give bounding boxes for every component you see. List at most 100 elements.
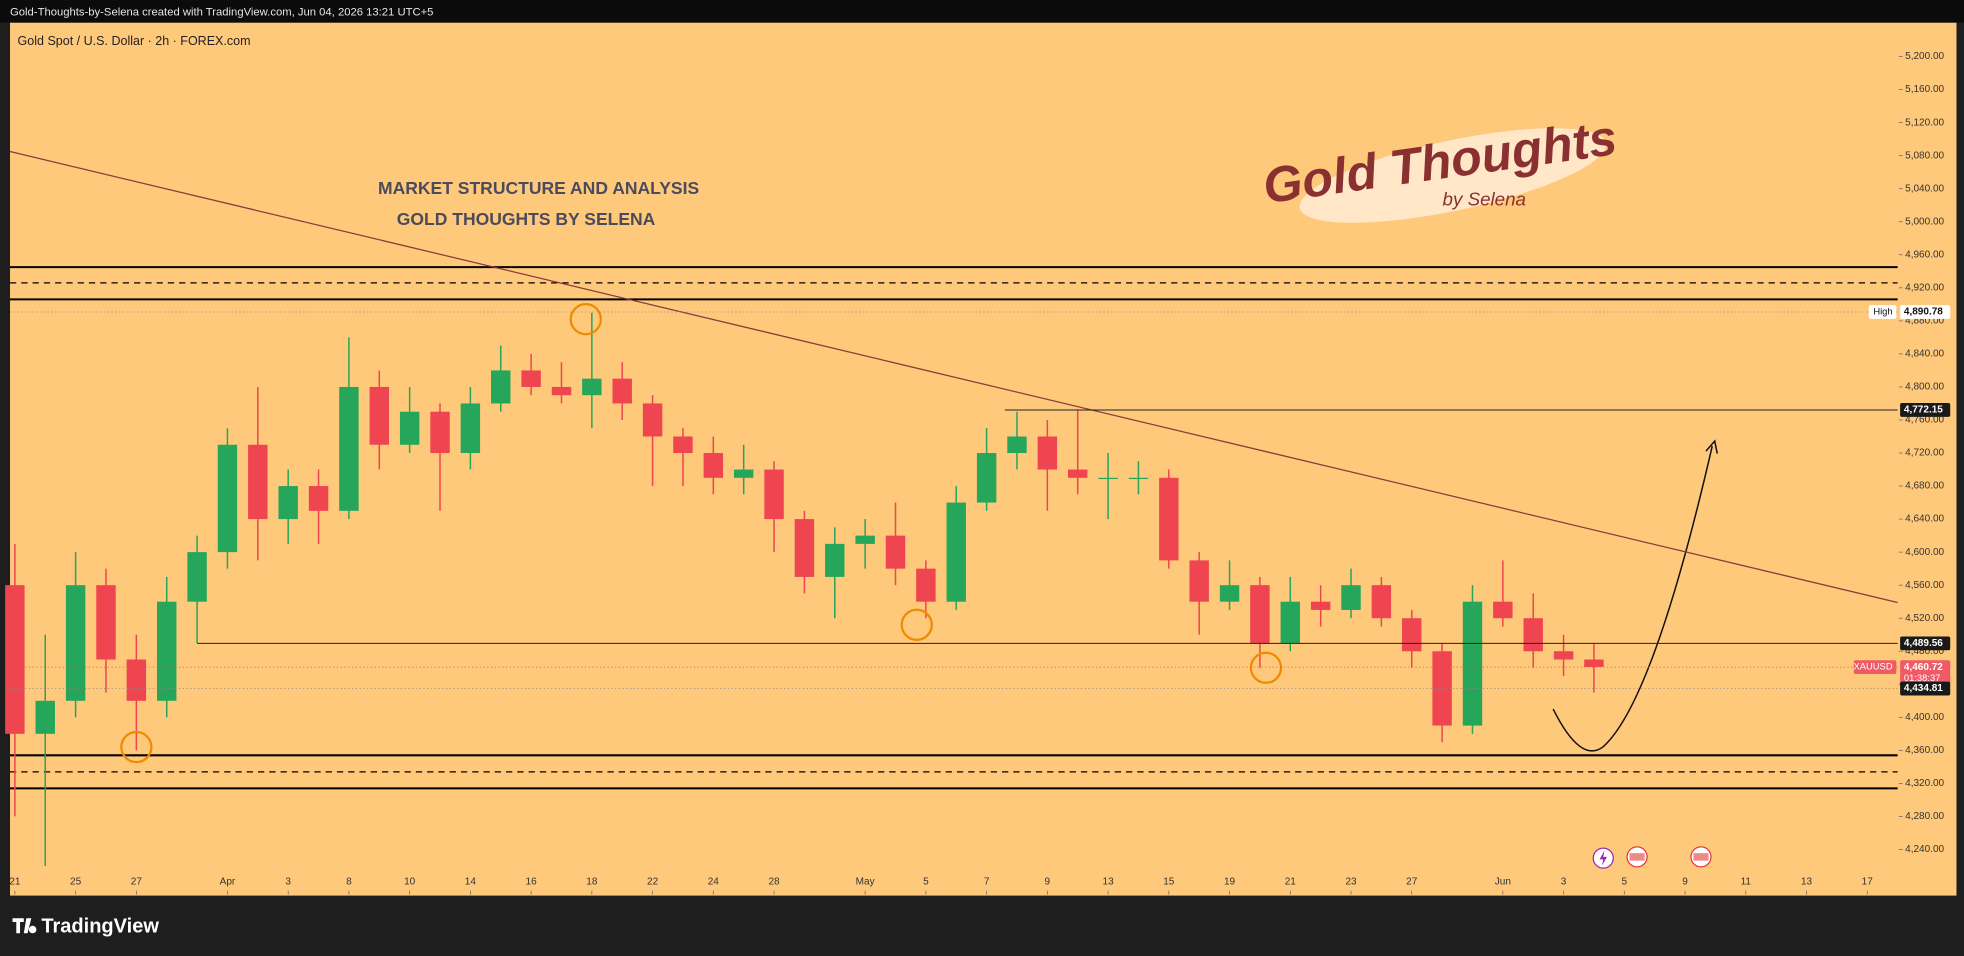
price-label-box (1900, 403, 1951, 417)
candle-body (733, 469, 754, 478)
tv-logo (12, 918, 37, 934)
x-tick-label: 21 (9, 877, 21, 888)
y-tick-label: 4,640.00 (1905, 514, 1944, 525)
y-tick-label: 4,480.00 (1905, 646, 1944, 657)
x-tick-label: 17 (1862, 877, 1874, 888)
candle-body (1371, 585, 1392, 619)
x-tick-label: 25 (70, 877, 82, 888)
x-tick-label: 8 (346, 877, 352, 888)
x-tick-label: 7 (984, 877, 990, 888)
x-tick-label: May (856, 877, 875, 888)
y-tick-label: 4,400.00 (1905, 712, 1944, 723)
y-tick-label: 5,000.00 (1905, 216, 1944, 227)
candle-body (916, 568, 936, 602)
candle-body (1341, 585, 1361, 610)
x-tick-label: Apr (220, 877, 236, 888)
x-tick-label: 15 (1163, 877, 1175, 888)
x-tick-label: 9 (1045, 877, 1051, 888)
candle-body (1250, 585, 1270, 643)
y-tick-label: 4,320.00 (1905, 778, 1944, 789)
candle-body (430, 411, 450, 454)
logo-feather (1299, 128, 1607, 223)
y-tick-label: 4,280.00 (1905, 811, 1944, 822)
price-tag: High (1873, 305, 1892, 316)
candle-body (248, 444, 268, 520)
candle-body (308, 486, 329, 511)
x-tick-label: 3 (1561, 877, 1567, 888)
y-tick-label: 4,760.00 (1905, 415, 1944, 426)
candle-body (217, 444, 238, 553)
candle-body (946, 502, 966, 602)
header-text: Gold-Thoughts-by-Selena created with Tra… (10, 7, 433, 19)
candle-body (673, 436, 693, 454)
logo-subtitle: by Selena (1443, 189, 1526, 210)
projection-arrowhead (1705, 439, 1718, 454)
candle-body (1523, 618, 1543, 652)
candle-body (156, 601, 177, 701)
y-tick-label: 4,600.00 (1905, 547, 1944, 558)
event-icons (1592, 846, 1712, 869)
price-label: 4,890.78 (1904, 307, 1943, 318)
x-tick-label: 13 (1801, 877, 1813, 888)
price-label: 4,772.15 (1904, 405, 1943, 416)
y-tick-label: 4,520.00 (1905, 613, 1944, 624)
trendline (9, 150, 1898, 604)
candle-body (1584, 659, 1604, 667)
y-tick-label: 5,120.00 (1905, 117, 1944, 128)
price-tag-box (1853, 660, 1897, 675)
x-tick-label: 21 (1285, 877, 1297, 888)
candle-body (1462, 601, 1483, 726)
y-tick-label: 4,680.00 (1905, 481, 1944, 492)
highlight-circle (900, 608, 933, 641)
symbol-title: Gold Spot / U.S. Dollar · 2h · FOREX.com (18, 34, 251, 48)
candle-body (96, 585, 116, 660)
price-label: 4,489.56 (1904, 638, 1943, 649)
candle-body (1219, 585, 1240, 602)
candle-body (1007, 436, 1027, 454)
highlight-circle (1249, 651, 1283, 684)
y-tick-label: 4,720.00 (1905, 448, 1944, 459)
x-tick-label: 5 (1622, 877, 1628, 888)
price-label: 4,460.72 (1904, 662, 1943, 673)
y-tick-label: 4,560.00 (1905, 580, 1944, 591)
price-label: 4,434.81 (1904, 683, 1943, 694)
candle-body (976, 453, 997, 503)
candle-body (1553, 651, 1574, 660)
highlight-circle (120, 730, 153, 764)
candle-body (521, 370, 541, 387)
y-tick-label: 4,840.00 (1905, 349, 1944, 360)
x-tick-label: 19 (1224, 877, 1236, 888)
x-tick-label: 27 (131, 877, 143, 888)
candle-body (399, 411, 420, 445)
candle-body (794, 519, 815, 577)
candle-body (35, 700, 55, 734)
candle-body (1280, 601, 1300, 643)
candle-body (460, 403, 481, 454)
candle-body (642, 403, 663, 437)
candle-body (855, 535, 875, 544)
plot (5, 150, 1898, 866)
price-label-box (1900, 660, 1951, 686)
y-tick-label: 5,200.00 (1905, 51, 1944, 62)
x-tick-label: 24 (708, 877, 720, 888)
countdown: 01:38:37 (1904, 672, 1941, 683)
candle-body (65, 585, 86, 701)
y-tick-label: 4,960.00 (1905, 249, 1944, 260)
candle-body (582, 378, 602, 396)
x-tick-label: 28 (768, 877, 780, 888)
candle-body (1189, 560, 1209, 602)
candle-body (764, 469, 784, 520)
candle-body (1067, 469, 1088, 478)
candle-body (1159, 477, 1179, 561)
price-tag: XAUUSD (1854, 661, 1893, 672)
x-tick-label: 9 (1682, 877, 1688, 888)
annotation-text: MARKET STRUCTURE AND ANALYSIS (378, 178, 699, 198)
x-tick-label: 14 (465, 877, 477, 888)
y-tick-label: 4,360.00 (1905, 745, 1944, 756)
x-tick-label: 13 (1103, 877, 1115, 888)
y-tick-label: 4,800.00 (1905, 382, 1944, 393)
x-tick-label: Jun (1495, 877, 1511, 888)
candle-body (278, 486, 298, 520)
